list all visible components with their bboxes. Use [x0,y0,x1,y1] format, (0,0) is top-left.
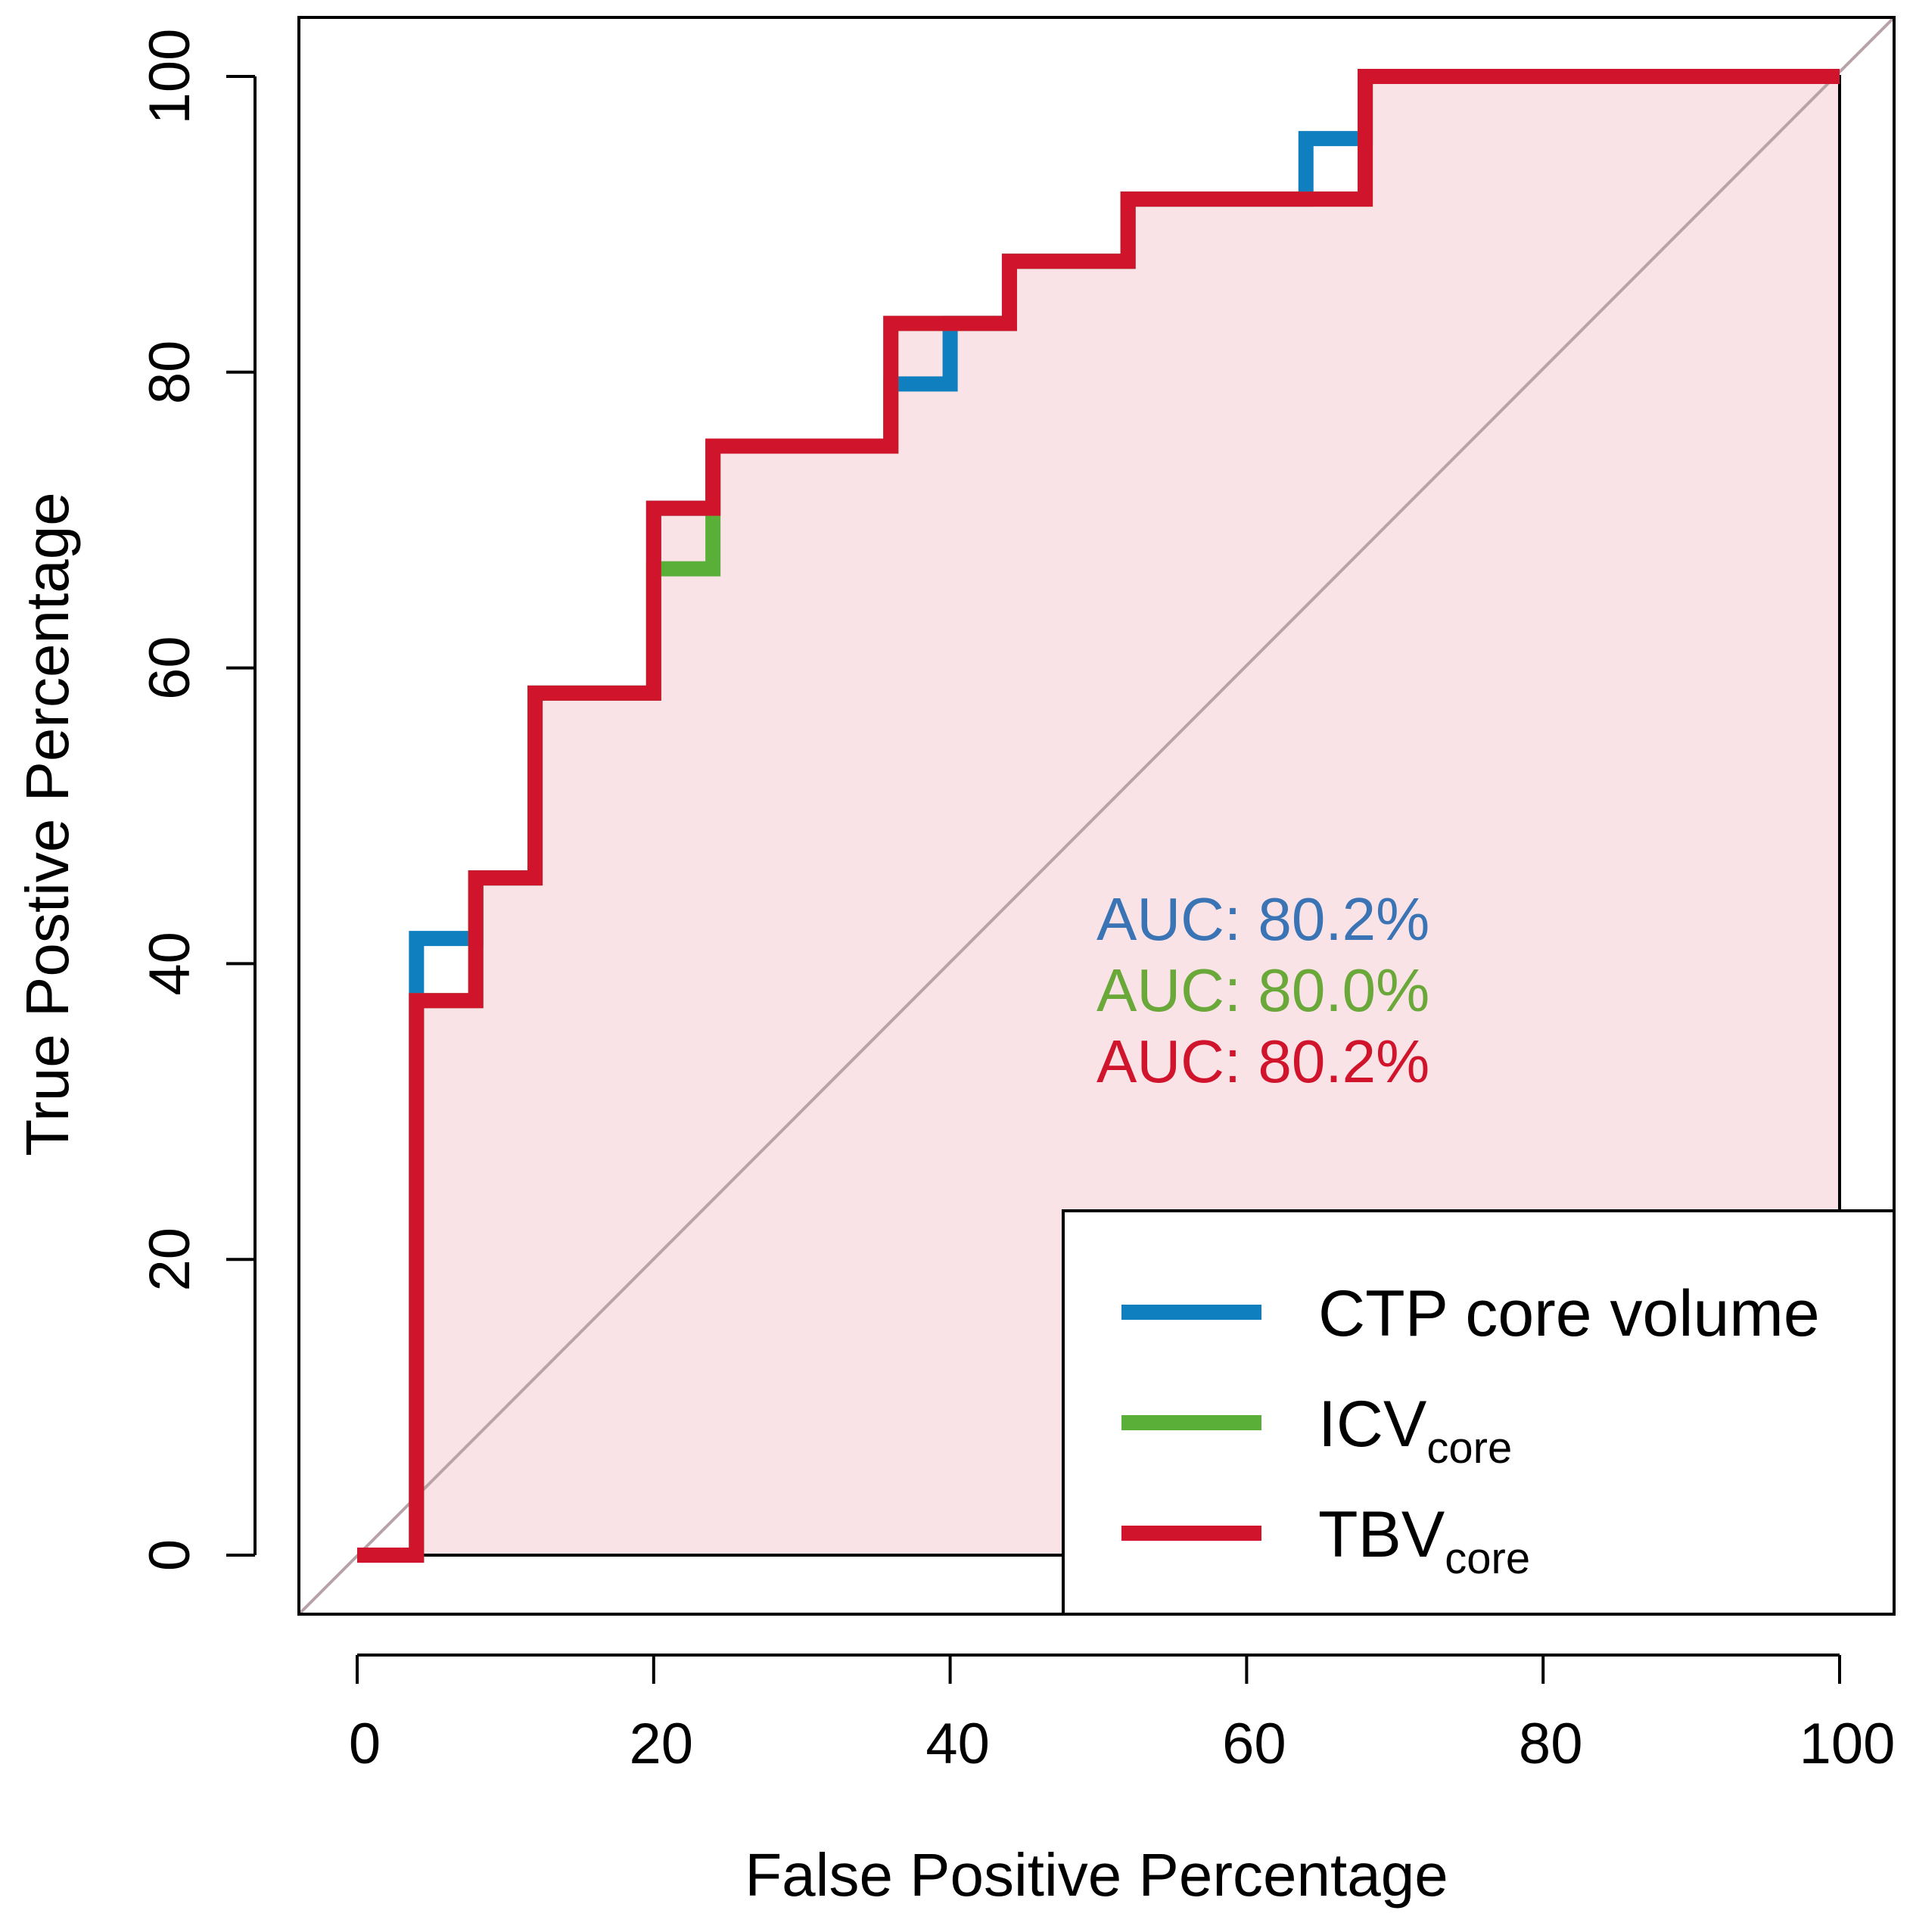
legend-box [1062,1209,1896,1616]
auc-label-2: AUC: 80.0% [1096,957,1429,1024]
legend-label-main-1: CTP core volume [1318,1277,1820,1350]
x-tick-label-60: 60 [1222,1712,1286,1776]
legend-label-2: ICVcore [1318,1388,1512,1473]
x-tick-label-100: 100 [1799,1712,1896,1776]
y-tick-label-100: 100 [138,29,202,125]
reference-diagonal-line [299,17,1894,1614]
x-axis-title: False Positive Percentage [745,1841,1448,1909]
roc-line-3 [357,69,1840,1563]
auc-label-3: AUC: 80.2% [1096,1028,1429,1095]
legend-label-sub-3: core [1445,1534,1530,1583]
y-tick-label-20: 20 [138,1227,202,1292]
legend-label-3: TBVcore [1318,1498,1530,1583]
plot-frame [297,16,1896,1616]
legend-label-main-3: TBV [1318,1498,1445,1571]
x-tick-label-20: 20 [630,1712,694,1776]
y-tick-label-80: 80 [138,341,202,405]
y-axis-title: True Postive Percentage [14,492,81,1156]
y-axis: 0 20 40 60 80 100 [138,29,257,1571]
y-tick-label-0: 0 [138,1539,202,1571]
legend-label-sub-2: core [1426,1423,1512,1473]
x-axis: 0 20 40 60 80 100 [349,1654,1896,1776]
legend-label-main-2: ICV [1318,1388,1426,1461]
x-tick-label-40: 40 [925,1712,990,1776]
legend-label-1: CTP core volume [1318,1277,1820,1350]
x-tick-label-0: 0 [349,1712,381,1776]
x-tick-label-80: 80 [1519,1712,1583,1776]
y-tick-label-60: 60 [138,636,202,700]
auc-label-1: AUC: 80.2% [1096,885,1429,953]
y-tick-label-40: 40 [138,932,202,996]
